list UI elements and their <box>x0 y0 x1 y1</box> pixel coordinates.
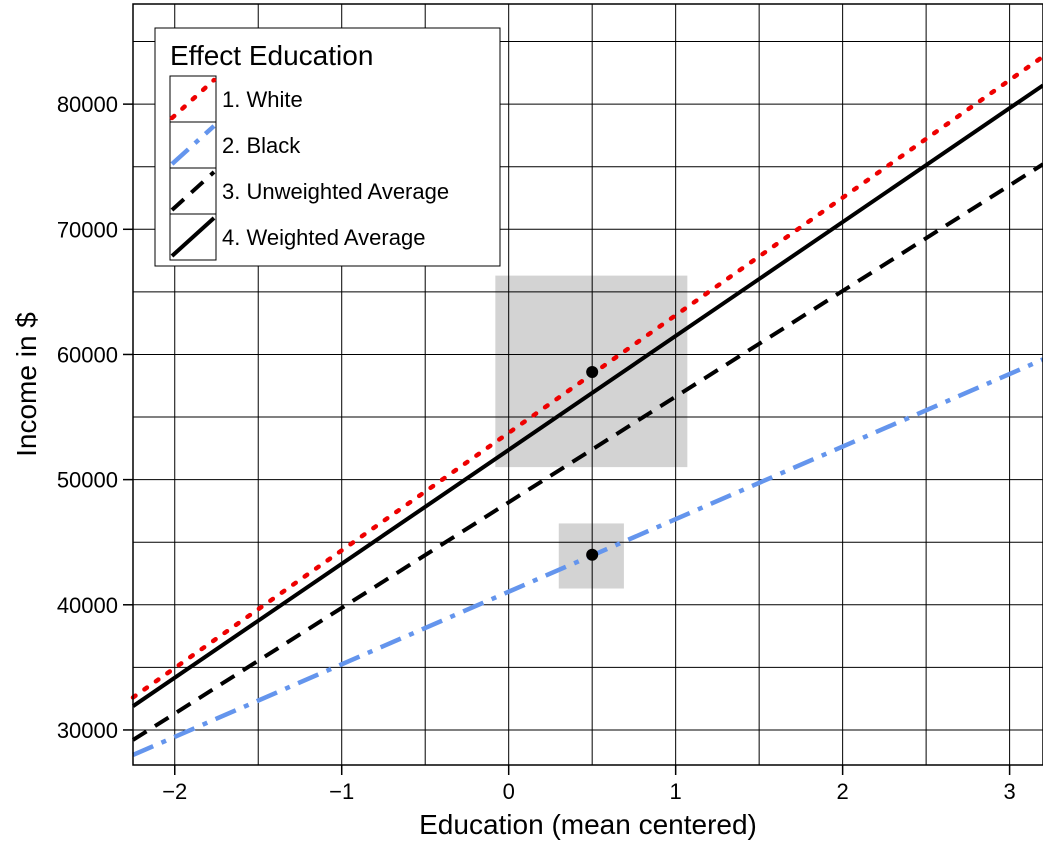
legend-key-line <box>170 216 216 258</box>
y-tick-label: 80000 <box>57 92 118 117</box>
data-point-1 <box>586 365 599 378</box>
x-tick-label: −1 <box>329 779 354 804</box>
series-line-3 <box>131 162 1043 742</box>
legend-key-line <box>169 77 217 121</box>
y-tick-label: 70000 <box>57 217 118 242</box>
x-tick-label: 1 <box>670 779 682 804</box>
x-tick-label: 0 <box>503 779 515 804</box>
y-tick-label: 30000 <box>57 718 118 743</box>
x-tick-label: 2 <box>837 779 849 804</box>
y-axis-ticks: 30000 40000 50000 60000 70000 80000 <box>57 92 133 743</box>
data-points <box>586 365 599 561</box>
x-tick-label: −2 <box>162 779 187 804</box>
legend-label: 3. Unweighted Average <box>222 179 449 204</box>
legend-label: 2. Black <box>222 133 301 158</box>
legend-label: 4. Weighted Average <box>222 225 425 250</box>
y-tick-label: 50000 <box>57 468 118 493</box>
point-range-boxes <box>495 275 688 589</box>
x-axis-ticks: −2 −1 0 1 2 3 <box>162 765 1016 804</box>
y-axis-title: Income in $ <box>11 312 42 457</box>
legend-title: Effect Education <box>170 40 373 71</box>
legend-key-line <box>170 124 216 166</box>
grid <box>133 4 1043 765</box>
data-point-2 <box>586 548 599 561</box>
legend-background <box>154 27 501 267</box>
series-line-1 <box>130 54 1043 700</box>
legend-key-line <box>170 170 216 212</box>
y-tick-label: 60000 <box>57 342 118 367</box>
legend-key-box <box>169 213 217 261</box>
y-tick-label: 40000 <box>57 593 118 618</box>
plot-frame <box>132 3 1043 766</box>
legend-items: 1. White 2. Black 3. Unweighted Average 4. … <box>169 75 449 261</box>
legend-label: 1. White <box>222 87 303 112</box>
legend: Effect Education 1. White 2. Black 3. Unwe… <box>154 27 501 267</box>
x-tick-label: 3 <box>1003 779 1015 804</box>
series-line-4 <box>131 83 1043 708</box>
x-axis-title: Education (mean centered) <box>419 809 757 840</box>
